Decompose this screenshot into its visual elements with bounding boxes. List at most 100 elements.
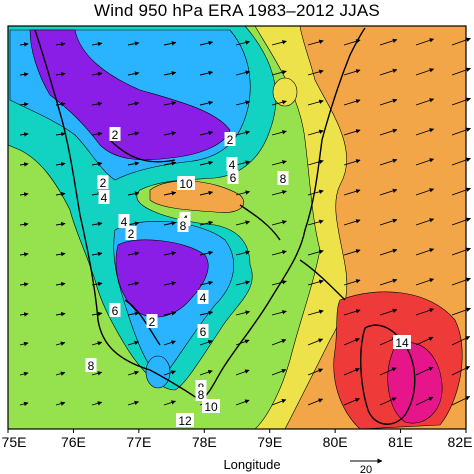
- wind-vector: [19, 252, 29, 257]
- wind-vector: [55, 131, 66, 137]
- wind-speed-contours: [8, 26, 466, 429]
- wind-vector: [343, 99, 361, 106]
- wind-vector: [127, 41, 140, 46]
- wind-vector: [91, 161, 103, 167]
- wind-vector: [19, 192, 29, 197]
- wind-vector: [415, 218, 435, 226]
- wind-vector: [271, 399, 287, 406]
- wind-vector: [451, 157, 471, 166]
- contour-label: 8: [195, 387, 207, 402]
- wind-vector: [271, 190, 287, 196]
- contour-label-text: 8: [280, 172, 287, 186]
- contour-label: 2: [125, 226, 137, 241]
- wind-vector: [271, 70, 287, 76]
- contour-label-text: 2: [149, 315, 156, 329]
- contour-label-text: 6: [112, 304, 119, 318]
- contour-label: 4: [197, 290, 209, 305]
- wind-vector: [343, 39, 361, 46]
- contour-label: 4: [98, 190, 110, 205]
- wind-vector: [271, 130, 287, 136]
- wind-vector: [379, 367, 397, 376]
- x-tick-label: 79E: [257, 434, 282, 450]
- contour-label: 4: [118, 214, 130, 229]
- wind-vector: [163, 340, 176, 346]
- wind-vector: [271, 40, 287, 46]
- wind-vector: [343, 129, 361, 136]
- wind-vector: [235, 70, 251, 76]
- wind-vector: [91, 221, 103, 227]
- wind-vector: [379, 248, 398, 256]
- wind-vector: [451, 217, 471, 226]
- wind-vector: [451, 277, 471, 286]
- wind-vector: [91, 371, 103, 376]
- wind-vector: [343, 159, 361, 166]
- wind-vector: [451, 37, 471, 46]
- contour-label: 2: [109, 127, 121, 142]
- wind-vector: [127, 370, 140, 376]
- wind-vector: [163, 41, 177, 46]
- wind-vector: [451, 67, 471, 76]
- wind-vector: [235, 40, 251, 46]
- wind-vector: [307, 99, 324, 106]
- contour-label-text: 10: [204, 400, 218, 414]
- wind-vector: [415, 336, 434, 346]
- wind-vector: [307, 368, 324, 376]
- wind-vector: [127, 340, 140, 346]
- wind-vector: [91, 71, 103, 77]
- wind-vector: [55, 161, 66, 167]
- wind-vector: [199, 40, 214, 46]
- wind-vector: [127, 131, 140, 136]
- wind-vector: [127, 71, 140, 76]
- map-frame: [7, 25, 467, 430]
- wind-vector: [55, 371, 66, 376]
- wind-vector: [343, 219, 361, 226]
- wind-vector: [127, 101, 140, 106]
- wind-vector: [199, 130, 214, 136]
- contour-label: 8: [85, 358, 97, 373]
- wind-vector: [55, 41, 66, 47]
- x-tick-label: 78E: [192, 434, 217, 450]
- wind-vector: [91, 251, 103, 257]
- wind-vector: [235, 100, 251, 106]
- wind-vector: [55, 101, 66, 107]
- wind-vector: [163, 281, 177, 286]
- wind-vector: [163, 311, 177, 316]
- wind-vector: [127, 400, 140, 406]
- wind-vector: [55, 71, 66, 77]
- wind-vector: [415, 38, 435, 46]
- wind-vector: [91, 131, 103, 137]
- wind-vector: [451, 396, 471, 406]
- contour-label: 8: [177, 218, 189, 233]
- wind-vector: [379, 308, 398, 316]
- wind-vector: [91, 101, 103, 107]
- coastline-india-east: [199, 27, 366, 401]
- contour-label: 6: [227, 170, 239, 185]
- wind-vector: [163, 161, 177, 166]
- wind-vector: [163, 400, 176, 406]
- contour-fill-small-8-10: [272, 77, 298, 107]
- reference-vector-label: 20: [360, 464, 372, 474]
- wind-vector: [55, 281, 66, 287]
- wind-vector: [271, 369, 287, 376]
- wind-vector: [91, 41, 103, 47]
- wind-vector: [235, 130, 251, 136]
- contour-label-text: 6: [200, 325, 207, 339]
- wind-vector: [415, 98, 435, 106]
- wind-vector: [235, 310, 251, 316]
- wind-vector: [19, 312, 29, 317]
- coastline-inland-detail: [109, 139, 346, 346]
- wind-vector: [307, 309, 324, 316]
- contour-label: 2: [146, 314, 158, 329]
- wind-vector: [127, 311, 140, 316]
- wind-vector: [271, 100, 287, 106]
- wind-vector: [343, 279, 361, 286]
- wind-vector: [415, 366, 434, 376]
- contour-label: 2: [224, 132, 236, 147]
- contour-label-text: 4: [229, 158, 236, 172]
- contour-label-text: 2: [100, 176, 107, 190]
- wind-vector: [127, 161, 140, 166]
- wind-vector: [307, 189, 324, 196]
- contour-label-text: 4: [200, 291, 207, 305]
- wind-vector: [307, 279, 324, 286]
